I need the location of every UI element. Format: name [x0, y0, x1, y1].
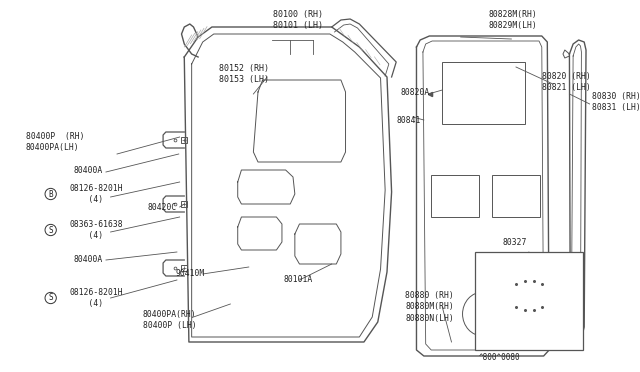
Text: 80152 (RH)
80153 (LH): 80152 (RH) 80153 (LH)	[220, 64, 269, 84]
Text: 80400P  (RH)
80400PA(LH): 80400P (RH) 80400PA(LH)	[26, 132, 84, 153]
Text: 08126-8201H
    (4): 08126-8201H (4)	[69, 288, 123, 308]
Text: 80327: 80327	[502, 237, 527, 247]
Text: S: S	[49, 294, 53, 302]
Text: 80100 (RH)
80101 (LH): 80100 (RH) 80101 (LH)	[273, 10, 323, 31]
Text: 80101A: 80101A	[284, 276, 313, 285]
Text: 80880 (RH)
80880M(RH)
80880N(LH): 80880 (RH) 80880M(RH) 80880N(LH)	[405, 291, 454, 323]
Text: 80400PA(RH)
80400P (LH): 80400PA(RH) 80400P (LH)	[143, 310, 196, 330]
Text: 80400A: 80400A	[74, 166, 103, 174]
Text: 80841: 80841	[396, 115, 420, 125]
Text: 80820A: 80820A	[401, 87, 430, 96]
Text: 80400A: 80400A	[74, 256, 103, 264]
Text: 08363-61638
    (4): 08363-61638 (4)	[69, 219, 123, 240]
Text: S: S	[49, 225, 53, 234]
Text: 08126-8201H
    (4): 08126-8201H (4)	[69, 184, 123, 204]
Text: 80830 (RH)
80831 (LH): 80830 (RH) 80831 (LH)	[591, 92, 640, 112]
Text: B: B	[49, 189, 53, 199]
Text: ^800^0080: ^800^0080	[479, 353, 521, 362]
Bar	[474, 252, 583, 350]
Text: 80820 (RH)
80821 (LH): 80820 (RH) 80821 (LH)	[542, 71, 591, 92]
Text: 80828M(RH)
80829M(LH): 80828M(RH) 80829M(LH)	[488, 10, 537, 31]
Text: 80420C: 80420C	[147, 202, 177, 212]
Text: 90410M: 90410M	[175, 269, 204, 279]
